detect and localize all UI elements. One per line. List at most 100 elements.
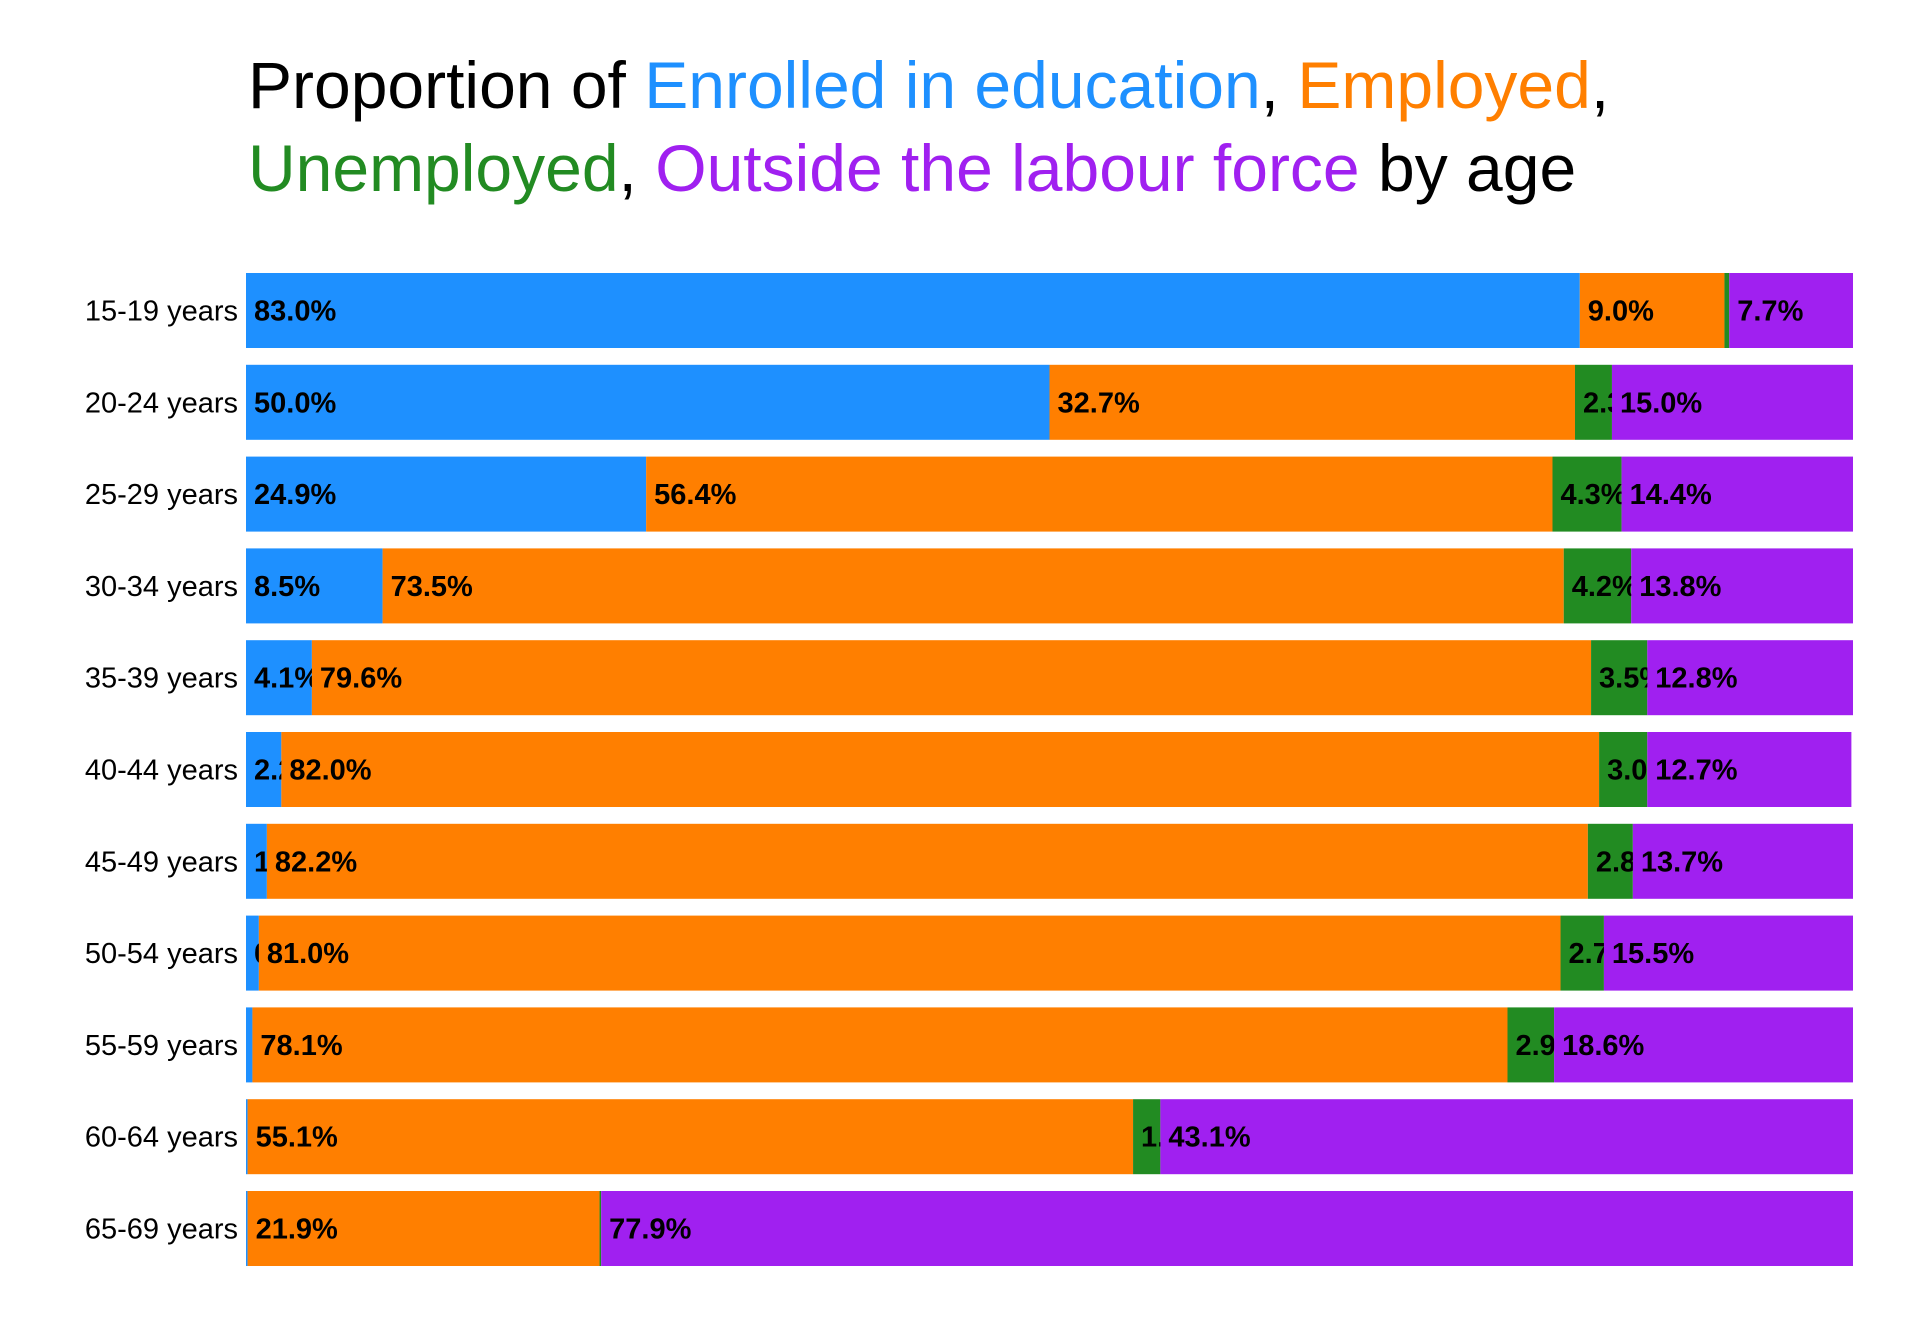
- data-label: 12.8%: [1655, 663, 1737, 695]
- category-label: 35-39 years: [85, 663, 238, 695]
- bar-employed: [258, 915, 1561, 991]
- bar-enrolled-in-education: [246, 456, 647, 532]
- data-label: 8.5%: [254, 571, 320, 603]
- data-label: 3.5%: [1599, 663, 1665, 695]
- bar-unemployed: [1591, 640, 1648, 716]
- data-label: 50.0%: [254, 387, 336, 419]
- bar-employed: [1579, 273, 1725, 348]
- data-label: 82.0%: [289, 755, 371, 787]
- bar-employed: [247, 1191, 600, 1266]
- category-label: 40-44 years: [85, 755, 238, 787]
- data-label: 9.0%: [1588, 296, 1654, 328]
- data-label: 77.9%: [609, 1214, 691, 1246]
- category-label: 50-54 years: [85, 938, 238, 970]
- bar-outside-the-labour-force: [1631, 548, 1853, 624]
- data-label: 12.7%: [1655, 755, 1737, 787]
- bar-employed: [252, 1007, 1508, 1083]
- data-label: 3.0%: [1607, 755, 1673, 787]
- bar-enrolled-in-education: [246, 548, 383, 624]
- bar-outside-the-labour-force: [601, 1191, 1853, 1266]
- bar-employed: [281, 732, 1600, 807]
- bar-enrolled-in-education: [246, 915, 259, 991]
- bar-unemployed: [1599, 732, 1648, 807]
- category-label: 55-59 years: [85, 1030, 238, 1062]
- bar-unemployed: [1133, 1099, 1161, 1175]
- bar-outside-the-labour-force: [1647, 640, 1853, 716]
- data-label: 14.4%: [1630, 479, 1712, 511]
- data-label: 79.6%: [320, 663, 402, 695]
- bar-unemployed: [1560, 915, 1604, 991]
- bar-employed: [266, 823, 1588, 899]
- data-label: 4.2%: [1572, 571, 1638, 603]
- bar-outside-the-labour-force: [1621, 456, 1853, 532]
- data-label: 55.1%: [256, 1122, 338, 1154]
- data-label: 18.6%: [1562, 1030, 1644, 1062]
- bar-outside-the-labour-force: [1611, 364, 1853, 440]
- category-label: 30-34 years: [85, 571, 238, 603]
- data-label: 4.3%: [1560, 479, 1626, 511]
- category-label: 65-69 years: [85, 1214, 238, 1246]
- data-label: 13.7%: [1641, 846, 1723, 878]
- bar-unemployed: [1552, 456, 1622, 532]
- title-part: ,: [618, 131, 656, 205]
- bar-employed: [247, 1099, 1134, 1175]
- data-label: 1.7%: [1141, 1122, 1207, 1154]
- chart-title: Proportion of Enrolled in education, Emp…: [248, 44, 1848, 210]
- title-part: Unemployed: [248, 131, 619, 205]
- bar-outside-the-labour-force: [1603, 915, 1853, 991]
- bar-unemployed: [1507, 1007, 1555, 1083]
- data-label: 7.7%: [1737, 296, 1803, 328]
- category-label: 45-49 years: [85, 846, 238, 878]
- bar-unemployed: [1574, 364, 1612, 440]
- bar-outside-the-labour-force: [1647, 732, 1852, 807]
- data-label: 13.8%: [1639, 571, 1721, 603]
- data-label: 1.3%: [254, 846, 320, 878]
- title-part: Outside the labour force: [655, 131, 1360, 205]
- bar-enrolled-in-education: [246, 1099, 248, 1175]
- data-label: 83.0%: [254, 296, 336, 328]
- data-label: 43.1%: [1168, 1122, 1250, 1154]
- data-label: 15.5%: [1612, 938, 1694, 970]
- bar-outside-the-labour-force: [1160, 1099, 1853, 1175]
- title-part: ,: [1590, 48, 1610, 122]
- data-label: 82.2%: [275, 846, 357, 878]
- title-part: by age: [1359, 131, 1577, 205]
- bar-unemployed: [599, 1191, 602, 1266]
- category-label: 15-19 years: [85, 296, 238, 328]
- data-label: 2.2%: [254, 755, 320, 787]
- bar-enrolled-in-education: [246, 1007, 253, 1083]
- bar-outside-the-labour-force: [1554, 1007, 1853, 1083]
- data-label: 2.8%: [1596, 846, 1662, 878]
- bar-employed: [1049, 364, 1575, 440]
- category-label: 60-64 years: [85, 1122, 238, 1154]
- bar-unemployed: [1563, 548, 1632, 624]
- data-label: 2.7%: [1569, 938, 1635, 970]
- data-label: 15.0%: [1620, 387, 1702, 419]
- bar-employed: [311, 640, 1592, 716]
- title-part: Proportion of: [248, 48, 645, 122]
- data-label: 2.3%: [1583, 387, 1649, 419]
- data-label: 0.8%: [254, 938, 320, 970]
- bar-unemployed: [1587, 823, 1633, 899]
- data-label: 73.5%: [391, 571, 473, 603]
- bar-outside-the-labour-force: [1729, 273, 1853, 348]
- data-label: 2.9%: [1516, 1030, 1582, 1062]
- category-label: 25-29 years: [85, 479, 238, 511]
- data-label: 32.7%: [1058, 387, 1140, 419]
- data-label: 4.1%: [254, 663, 320, 695]
- data-label: 21.9%: [256, 1214, 338, 1246]
- bar-employed: [382, 548, 1564, 624]
- title-part: Enrolled in education: [644, 48, 1261, 122]
- bar-enrolled-in-education: [246, 823, 267, 899]
- data-label: 78.1%: [260, 1030, 342, 1062]
- data-label: 24.9%: [254, 479, 336, 511]
- title-part: ,: [1260, 48, 1298, 122]
- bars-layer: [246, 273, 1853, 1266]
- title-part: Employed: [1297, 48, 1591, 122]
- bar-enrolled-in-education: [246, 732, 282, 807]
- bar-outside-the-labour-force: [1632, 823, 1853, 899]
- bar-enrolled-in-education: [246, 1191, 248, 1266]
- bar-enrolled-in-education: [246, 273, 1580, 348]
